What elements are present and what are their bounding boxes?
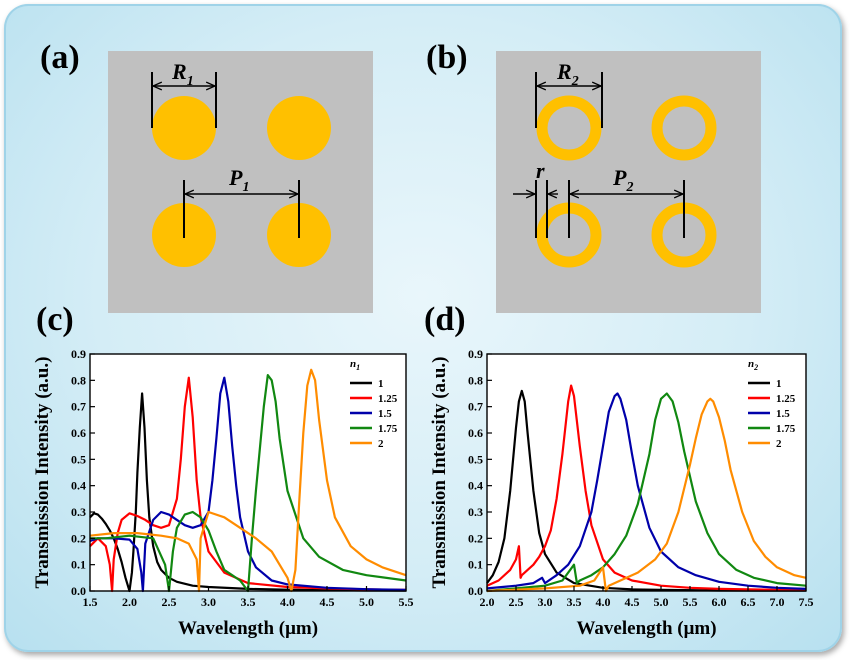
- x-tick-label: 4.0: [280, 595, 295, 609]
- panel-d-label: (d): [424, 301, 466, 338]
- ring: [651, 95, 717, 161]
- plot-area: [487, 354, 806, 591]
- legend-title: n1: [350, 358, 360, 372]
- legend-label: 1: [378, 378, 384, 390]
- series-line-2: [486, 397, 807, 593]
- legend-label: 1.25: [378, 393, 398, 405]
- y-tick-label: 0.0: [468, 584, 483, 598]
- x-tick-label: 6.5: [741, 595, 756, 609]
- y-tick-label: 0.1: [468, 558, 483, 572]
- series-line-1.25: [486, 384, 807, 592]
- y-tick-label: 0.9: [468, 347, 483, 361]
- legend-label: 1: [776, 378, 782, 390]
- x-tick-label: 3.5: [567, 595, 582, 609]
- y-tick-label: 0.6: [71, 426, 86, 440]
- x-tick-label: 5.0: [654, 595, 669, 609]
- x-tick-label: 2.5: [509, 595, 524, 609]
- legend-label: 1.5: [776, 408, 790, 420]
- chart-d: 2.0 2.5 3.0 3.5 4.0 4.5 5.0 5.5 6.0 6.5 7.0 7.5 0.0 0…: [429, 347, 814, 639]
- period-label-a: P1: [228, 165, 249, 195]
- legend-label: 2: [776, 438, 782, 450]
- y-axis-label: Transmission Intensity (a.u.): [429, 357, 450, 589]
- y-tick-label: 0.5: [71, 452, 86, 466]
- x-tick-label: 6.0: [712, 595, 727, 609]
- x-tick-label: 3.0: [538, 595, 553, 609]
- y-tick-label: 0.3: [468, 505, 483, 519]
- disk: [152, 96, 216, 160]
- series-line-1.75: [90, 374, 407, 593]
- y-tick-label: 0.8: [468, 373, 483, 387]
- y-tick-label: 0.3: [71, 505, 86, 519]
- plot-frame: [486, 353, 807, 592]
- x-tick-label: 7.5: [799, 595, 814, 609]
- x-tick-label: 5.0: [359, 595, 374, 609]
- y-tick-label: 0.7: [71, 400, 86, 414]
- legend-title: n2: [748, 358, 758, 372]
- y-tick-label: 0.6: [468, 426, 483, 440]
- y-tick-label: 0.5: [468, 452, 483, 466]
- x-tick-label: 7.0: [770, 595, 785, 609]
- series-line-1: [486, 389, 806, 592]
- panel-b-label: (b): [426, 39, 468, 76]
- legend-label: 1.75: [776, 423, 796, 435]
- legend-label: 1.25: [776, 393, 796, 405]
- panel-b: (b) R2 r P2: [426, 39, 761, 313]
- radius-label-a: R1: [171, 59, 194, 89]
- ring: [536, 95, 602, 161]
- x-tick-label: 2.0: [480, 595, 495, 609]
- x-tick-label: 5.5: [683, 595, 698, 609]
- radius-label-b: R2: [556, 59, 579, 89]
- x-tick-label: 4.5: [320, 595, 335, 609]
- y-axis-label: Transmission Intensity (a.u.): [32, 357, 53, 589]
- x-axis-label: Wavelength (μm): [178, 618, 318, 639]
- y-tick-label: 0.7: [468, 400, 483, 414]
- width-label-b: r: [536, 158, 545, 183]
- x-tick-label: 4.5: [625, 595, 640, 609]
- y-tick-label: 0.0: [71, 584, 86, 598]
- series-line-1.5: [486, 392, 807, 590]
- panel-a-label: (a): [40, 39, 80, 76]
- x-tick-label: 3.5: [241, 595, 256, 609]
- y-tick-label: 0.9: [71, 347, 86, 361]
- x-tick-label: 5.5: [399, 595, 414, 609]
- chart-c: 1.5 2.0 2.5 3.0 3.5 4.0 4.5 5.0 5.5 0.0 0.1 0.2 0.3 0…: [32, 347, 414, 639]
- series-line-1.75: [486, 392, 807, 593]
- disk: [267, 96, 331, 160]
- y-tick-label: 0.2: [468, 531, 483, 545]
- x-tick-label: 2.0: [122, 595, 137, 609]
- y-tick-label: 0.4: [468, 479, 483, 493]
- x-tick-label: 1.5: [83, 595, 98, 609]
- substrate-b: [496, 51, 761, 313]
- period-label-b: P2: [612, 165, 633, 195]
- x-axis-label: Wavelength (μm): [576, 618, 716, 639]
- panel-c-label: (c): [36, 301, 74, 338]
- x-tick-label: 3.0: [201, 595, 216, 609]
- y-tick-label: 0.8: [71, 373, 86, 387]
- x-tick-label: 2.5: [162, 595, 177, 609]
- legend-label: 2: [378, 438, 384, 450]
- series-line-1: [89, 392, 407, 593]
- panel-a: (a) R1 P1: [40, 39, 373, 313]
- y-tick-label: 0.2: [71, 531, 86, 545]
- legend-label: 1.75: [378, 423, 398, 435]
- legend-label: 1.5: [378, 408, 392, 420]
- series-line-2: [89, 368, 407, 593]
- y-tick-label: 0.4: [71, 479, 86, 493]
- x-tick-label: 4.0: [596, 595, 611, 609]
- y-tick-label: 0.1: [71, 558, 86, 572]
